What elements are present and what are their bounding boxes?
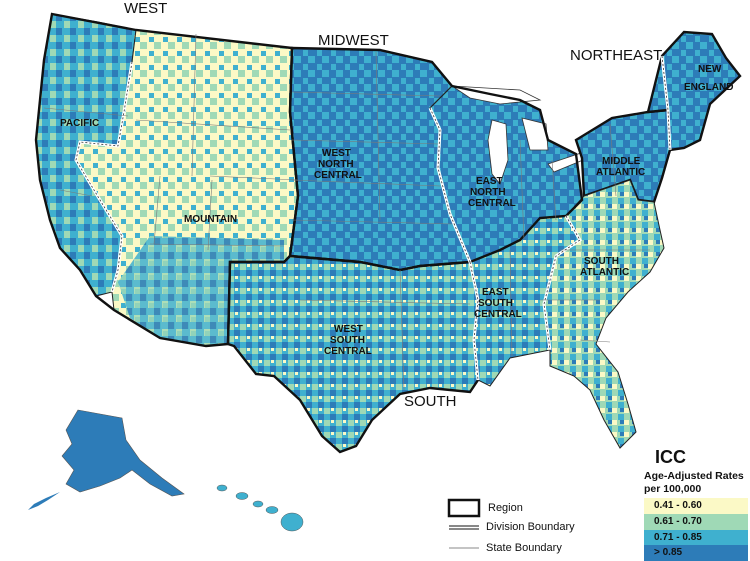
division-label-ma-1: MIDDLE [602, 156, 641, 167]
division-label-pacific: PACIFIC [60, 118, 99, 129]
division-label-wsc-1: WEST [334, 324, 363, 335]
region-key-symbol [447, 498, 481, 518]
hawaii [216, 484, 304, 532]
division-label-enc-1: EAST [476, 176, 503, 187]
legend-class-4: > 0.85 [644, 545, 748, 561]
state-boundaries [43, 33, 650, 391]
division-label-wnc-1: WEST [322, 148, 351, 159]
southwest-band [118, 236, 284, 346]
middle-atlantic-division [574, 108, 672, 204]
region-label-northeast: NORTHEAST [570, 47, 662, 64]
division-boundary-wsc-esc [468, 261, 480, 381]
region-label-south: SOUTH [404, 393, 457, 410]
division-label-wnc-3: CENTRAL [314, 170, 362, 181]
division-label-esc-3: CENTRAL [474, 309, 522, 320]
division-label-ma-2: ATLANTIC [596, 167, 645, 178]
legend-class-1: 0.41 - 0.60 [644, 498, 748, 514]
division-label-sa-2: ATLANTIC [580, 267, 629, 278]
division-label-mountain: MOUNTAIN [184, 214, 237, 225]
division-label-esc-1: EAST [482, 287, 509, 298]
division-label-esc-2: SOUTH [478, 298, 513, 309]
state-key-label: State Boundary [486, 542, 562, 554]
legend-subtitle-line-2: per 100,000 [644, 483, 702, 495]
division-label-wsc-3: CENTRAL [324, 346, 372, 357]
alaska [61, 409, 185, 497]
legend-class-2: 0.61 - 0.70 [644, 514, 748, 530]
division-label-enc-3: CENTRAL [468, 198, 516, 209]
legend-subtitle: Age-Adjusted Rates per 100,000 [644, 470, 744, 496]
division-label-wnc-2: NORTH [318, 159, 354, 170]
division-key-label: Division Boundary [486, 521, 575, 533]
region-label-west: WEST [124, 0, 167, 17]
division-boundary-esc-sa-line [543, 215, 581, 351]
lake-michigan [487, 119, 509, 185]
division-label-wsc-2: SOUTH [330, 335, 365, 346]
division-boundary-pacific-mountain-line [75, 61, 133, 293]
division-label-sa-1: SOUTH [584, 256, 619, 267]
division-label-ne-1: NEW [698, 64, 722, 75]
division-label-ne-2: ENGLAND [684, 82, 733, 93]
midwest-region-outline [288, 46, 584, 272]
region-key-label: Region [488, 502, 523, 514]
division-boundary-wnc-enc-line [429, 107, 471, 263]
lake-huron [521, 117, 549, 151]
division-boundary-ne-ma-line [661, 55, 671, 151]
legend-title: ICC [655, 447, 686, 467]
region-label-midwest: MIDWEST [318, 32, 389, 49]
legend-subtitle-line-1: Age-Adjusted Rates [644, 470, 744, 482]
legend-class-3: 0.71 - 0.85 [644, 530, 748, 546]
alaska-islands [28, 492, 60, 510]
division-label-enc-2: NORTH [470, 187, 506, 198]
